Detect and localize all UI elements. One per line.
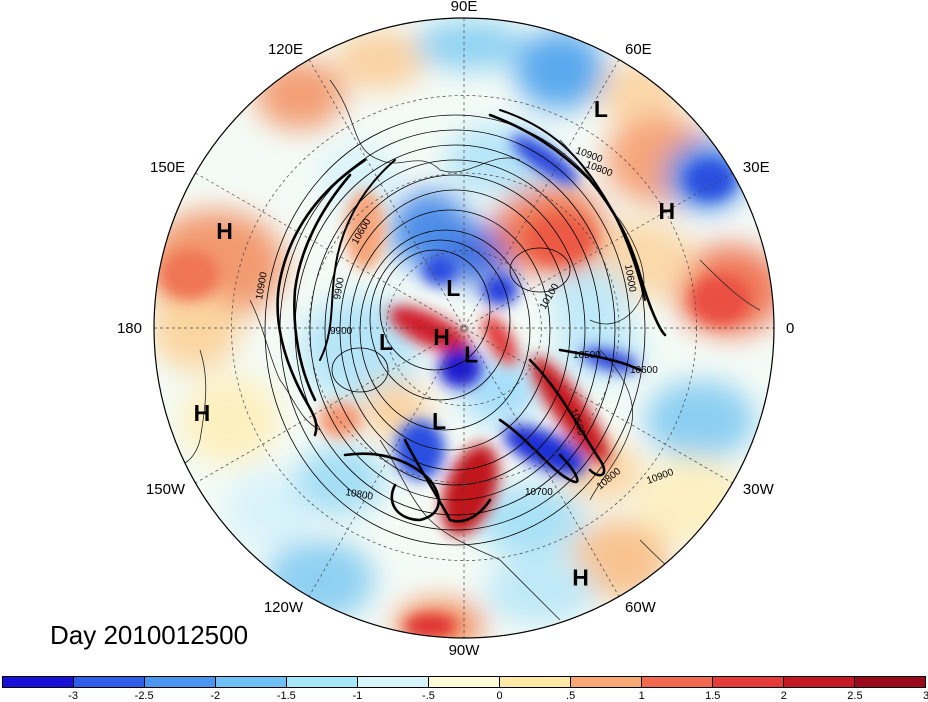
colorbar-box <box>358 677 429 687</box>
high-pressure-label: H <box>572 565 589 591</box>
colorbar <box>2 676 926 688</box>
lat-lon-grid <box>154 18 774 638</box>
contour-label: 10800 <box>344 487 374 503</box>
colorbar-box <box>3 677 74 687</box>
high-pressure-label: H <box>216 218 233 244</box>
longitude-label: 120E <box>268 41 303 58</box>
colorbar-box <box>74 677 145 687</box>
longitude-labels: 90E 60E 30E 0 30W 60W 90W 120W 150W 180 150E 120E <box>117 0 794 659</box>
contour-label: 9900 <box>330 326 353 337</box>
contour-label: 10600 <box>630 365 658 376</box>
jet-contours <box>276 109 667 523</box>
colorbar-box <box>145 677 216 687</box>
contour-label: 10500 <box>573 350 601 361</box>
map-title: Day 2010012500 <box>50 620 249 650</box>
low-pressure-label: L <box>446 275 460 301</box>
colorbar-box <box>784 677 855 687</box>
longitude-label: 0 <box>786 320 794 337</box>
longitude-label: 30W <box>743 481 775 498</box>
low-pressure-label: L <box>464 342 478 368</box>
colorbar-box <box>713 677 784 687</box>
colorbar-tick-label: 0 <box>496 690 503 702</box>
colorbar-tick-label: -1 <box>352 690 363 702</box>
colorbar-tick-label: -2 <box>210 690 221 702</box>
colorbar-tick-label: -3 <box>68 690 78 702</box>
longitude-label: 30E <box>743 159 770 176</box>
longitude-label: 180 <box>117 320 142 337</box>
longitude-label: 150E <box>150 159 185 176</box>
longitude-label: 60E <box>625 41 652 58</box>
contour-label: 10600 <box>622 264 638 294</box>
colorbar-tick-label: 2.5 <box>847 690 863 702</box>
longitude-label: 90E <box>451 0 478 15</box>
longitude-label: 90W <box>449 642 481 659</box>
colorbar-box <box>500 677 571 687</box>
colorbar-tick-label: 3 <box>922 690 928 702</box>
colorbar-box <box>429 677 500 687</box>
colorbar-tick-label: -2.5 <box>134 690 154 702</box>
high-pressure-label: H <box>194 400 211 426</box>
low-pressure-label: L <box>379 329 393 355</box>
colorbar-tick-label: .5 <box>566 690 576 702</box>
colorbar-box <box>571 677 642 687</box>
contour-label: 9900 <box>332 276 347 300</box>
longitude-label: 150W <box>146 481 186 498</box>
colorbar-box <box>216 677 287 687</box>
high-pressure-label: H <box>658 198 675 224</box>
colorbar-box <box>855 677 925 687</box>
low-pressure-label: L <box>594 96 608 122</box>
colorbar-legend: -3 -2.5 -2 -1.5 -1 -.5 0 .5 1 1.5 2 2.5 3 <box>0 674 928 702</box>
colorbar-tick-label: 1 <box>638 690 645 702</box>
contour-label: 10700 <box>525 487 553 498</box>
colorbar-tick-label: -.5 <box>422 690 435 702</box>
colorbar-tick-label: 1.5 <box>705 690 721 702</box>
longitude-label: 60W <box>625 599 657 616</box>
longitude-label: 120W <box>264 599 304 616</box>
high-pressure-label: H <box>433 324 450 350</box>
contour-label: 10900 <box>254 271 270 301</box>
colorbar-box <box>287 677 358 687</box>
colorbar-tick-label: 2 <box>780 690 787 702</box>
colorbar-tick-label: -1.5 <box>276 690 296 702</box>
map-border <box>153 17 775 639</box>
colorbar-box <box>642 677 713 687</box>
low-pressure-label: L <box>432 408 446 434</box>
